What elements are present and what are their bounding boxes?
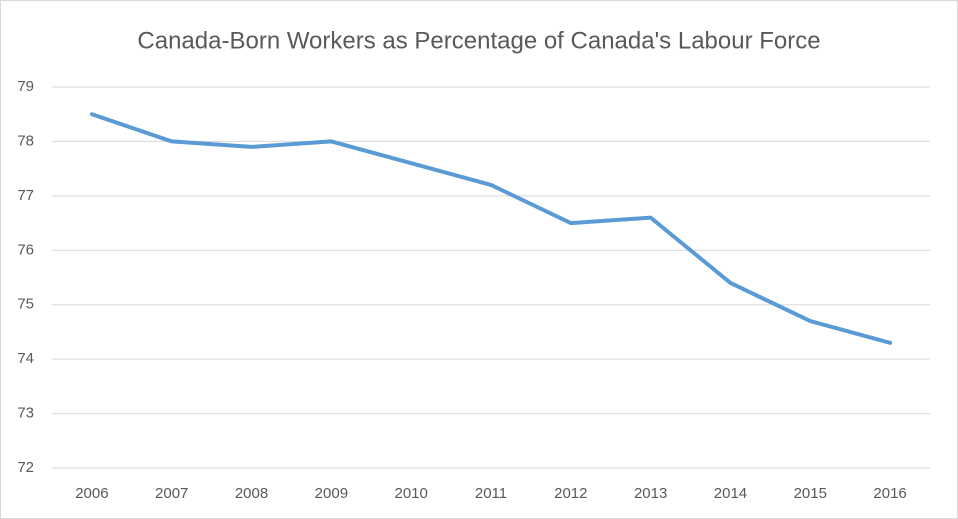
x-tick-label: 2006 bbox=[75, 485, 108, 502]
y-tick-label: 79 bbox=[17, 78, 34, 95]
data-line bbox=[89, 112, 893, 345]
x-tick-label: 2015 bbox=[794, 485, 827, 502]
x-tick-label: 2007 bbox=[155, 485, 188, 502]
x-tick-label: 2008 bbox=[235, 485, 268, 502]
x-tick-label: 2009 bbox=[315, 485, 348, 502]
y-tick-label: 73 bbox=[17, 405, 34, 422]
x-tick-label: 2014 bbox=[714, 485, 747, 502]
x-tick-label: 2012 bbox=[554, 485, 587, 502]
y-tick-label: 77 bbox=[17, 187, 34, 204]
y-tick-label: 76 bbox=[17, 241, 34, 258]
y-tick-label: 74 bbox=[17, 350, 34, 367]
y-tick-label: 75 bbox=[17, 296, 34, 313]
y-tick-label: 72 bbox=[17, 459, 34, 476]
y-tick-label: 78 bbox=[17, 132, 34, 149]
x-tick-label: 2016 bbox=[873, 485, 906, 502]
chart-title: Canada-Born Workers as Percentage of Can… bbox=[137, 27, 820, 54]
x-tick-label: 2011 bbox=[475, 485, 507, 502]
x-tick-label: 2010 bbox=[394, 485, 427, 502]
x-tick-label: 2013 bbox=[634, 485, 667, 502]
